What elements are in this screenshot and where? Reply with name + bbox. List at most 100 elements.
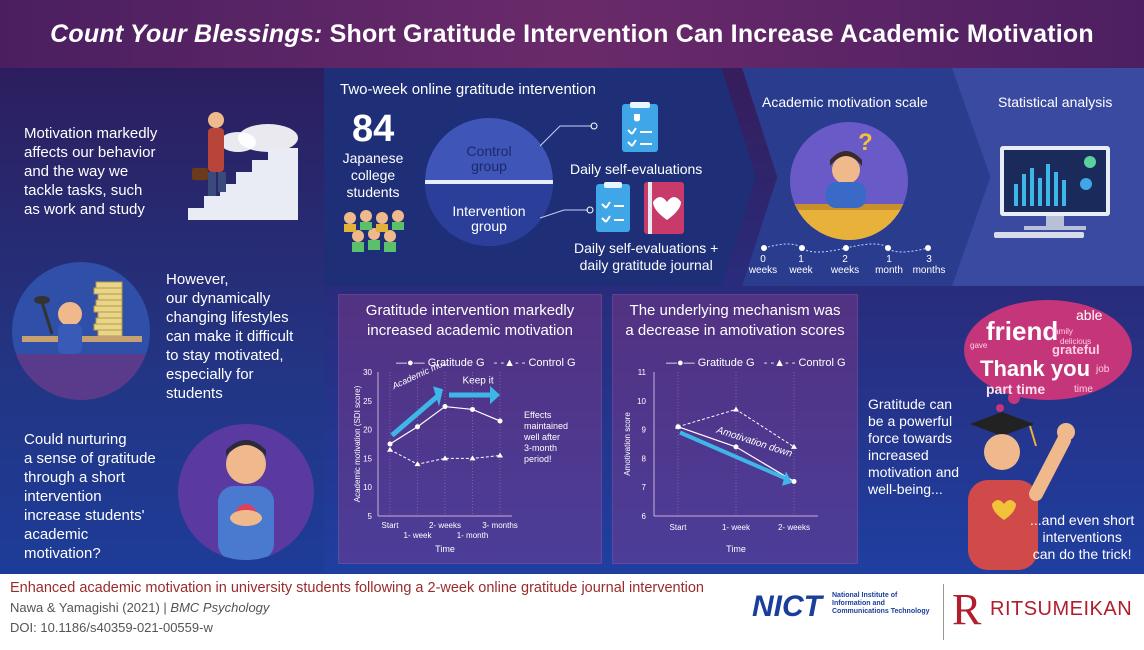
timeline-4: 3 months <box>912 254 946 276</box>
timeline-0: 0 weeks <box>748 254 778 276</box>
intervention-task: Daily self-evaluations + daily gratitude … <box>574 240 719 273</box>
word-family: family <box>1052 327 1073 336</box>
chart2-plot: 6 7 8 9 10 11 Start 1- week 2- weeks Time Amotivat… <box>623 368 818 554</box>
timeline-3: 1 month <box>875 254 903 276</box>
x-tick-label: 1- week <box>722 523 751 532</box>
x-tick-label: 2- weeks <box>429 521 461 530</box>
ritsumeikan-name: RITSUMEIKAN <box>990 598 1133 620</box>
participant-count: 84 <box>352 108 395 150</box>
x-tick-label: 3- months <box>482 521 518 530</box>
up-arrow-head <box>433 386 443 407</box>
gratitude-point <box>733 444 739 450</box>
y-tick-label: 10 <box>363 483 372 492</box>
y-tick-label: 20 <box>363 426 372 435</box>
gratitude-point <box>387 441 393 447</box>
chart1-panel: Gratitude intervention markedly increased… <box>338 294 602 564</box>
control-point <box>791 443 797 449</box>
control-point <box>414 461 421 467</box>
timeline <box>761 243 931 253</box>
gratitude-point <box>497 418 503 424</box>
chart2-heading: The underlying mechanism was a decrease i… <box>625 302 845 339</box>
thinking-student-illustration: ? <box>790 122 908 240</box>
footer: Enhanced academic motivation in universi… <box>0 574 1144 650</box>
chart1-heading: Gratitude intervention markedly increased… <box>365 302 575 339</box>
y-axis-label: Academic motivation (SDI score) <box>353 385 362 502</box>
intervention-group-label: Intervention group <box>452 203 526 234</box>
citation-headline: Enhanced academic motivation in universi… <box>10 580 704 596</box>
participant-label: Japanese college students <box>342 150 404 200</box>
legend-gratitude-marker: —●— <box>396 357 425 369</box>
chart2-legend: —●— Gratitude G - -▲- - Control G <box>666 357 846 369</box>
checklist-icon <box>622 102 658 152</box>
annotation-effect: maintained <box>524 421 568 431</box>
legend-control-marker: - -▲- - <box>763 357 796 369</box>
word-part-time: part time <box>986 381 1045 397</box>
scale-heading: Academic motivation scale <box>762 94 928 110</box>
y-tick-label: 9 <box>642 426 647 435</box>
y-tick-label: 25 <box>363 397 372 406</box>
gratitude-point <box>415 424 420 430</box>
question-text: Could nurturing a sense of gratitude throu… <box>24 431 156 562</box>
control-point <box>387 446 393 452</box>
word-time: time <box>1074 384 1093 395</box>
x-axis-label: Time <box>435 544 455 554</box>
up-arrow <box>390 393 441 438</box>
y-axis-label: Amotivation score <box>623 412 632 476</box>
graduate-illustration <box>968 412 1075 570</box>
timeline-1: 1 week <box>789 254 813 276</box>
y-tick-label: 8 <box>642 454 647 463</box>
annotation-keep: Keep it <box>463 376 494 387</box>
word-delicious: delicious <box>1060 337 1091 346</box>
title-bar: Count Your Blessings: Short Gratitude In… <box>0 0 1144 68</box>
x-axis-label: Time <box>726 544 746 554</box>
chart1-plot: 5 10 15 20 25 30 Start 2- weeks 3- months 1- week… <box>353 364 568 554</box>
word-able: able <box>1076 307 1103 323</box>
logo-divider <box>943 584 944 640</box>
student-desk-illustration <box>12 262 150 400</box>
keep-arrow-head <box>490 385 500 405</box>
y-tick-label: 10 <box>637 397 646 406</box>
page-title: Count Your Blessings: Short Gratitude In… <box>50 19 1094 48</box>
grateful-student-illustration <box>178 424 314 560</box>
svg-text:?: ? <box>858 129 873 156</box>
analysis-heading: Statistical analysis <box>998 94 1113 110</box>
x-tick-label: 2- weeks <box>778 523 810 532</box>
legend-gratitude-marker: —●— <box>666 357 695 369</box>
control-group-label: Control group <box>466 143 512 174</box>
gratitude-point <box>675 424 681 430</box>
x-tick-label: Start <box>670 523 688 532</box>
y-tick-label: 7 <box>642 483 647 492</box>
legend-control-label: Control G <box>528 357 576 369</box>
nict-logo: NICT <box>752 590 822 623</box>
word-grateful: grateful <box>1052 342 1100 357</box>
word-cloud: friend Thank you grateful part time job … <box>964 300 1132 412</box>
x-tick-label: 1- week <box>403 531 432 540</box>
checklist-journal-icon <box>596 182 684 234</box>
nict-name: National Institute of Information and Comm… <box>832 592 930 615</box>
gratitude-point <box>442 404 448 410</box>
chart2-panel: The underlying mechanism was a decrease i… <box>612 294 858 564</box>
group-split-circle: Control group Intervention group <box>425 118 553 246</box>
x-tick-label: Start <box>382 521 400 530</box>
legend-gratitude-label: Gratitude G <box>697 357 755 369</box>
y-tick-label: 11 <box>638 368 647 377</box>
legend-control-label: Control G <box>798 357 846 369</box>
legend-control-marker: - -▲- - <box>493 357 526 369</box>
intervention-heading: Two-week online gratitude intervention <box>340 81 596 98</box>
word-job: job <box>1095 364 1110 375</box>
citation-doi[interactable]: DOI: 10.1186/s40359-021-00559-w <box>10 620 213 635</box>
closing-text: ...and even short interventions can do the… <box>1030 512 1135 562</box>
y-tick-label: 15 <box>363 454 372 463</box>
series-control-line <box>389 449 501 465</box>
ritsumeikan-logo-mark: R <box>952 585 982 634</box>
gratitude-point <box>791 478 797 484</box>
timeline-2: 2 weeks <box>830 254 860 276</box>
down-arrow-head <box>782 471 792 486</box>
control-task: Daily self-evaluations <box>570 161 703 177</box>
gratitude-point <box>470 406 475 412</box>
chart1-legend: —●— Gratitude G - -▲- - Control G <box>396 357 576 369</box>
citation-authors: Nawa & Yamagishi (2021) | BMC Psychology <box>10 600 270 615</box>
conclusion-text: Gratitude can be a powerful force towards i… <box>868 396 960 497</box>
word-thank-you: Thank you <box>980 356 1090 381</box>
students-group-icon <box>344 210 404 252</box>
